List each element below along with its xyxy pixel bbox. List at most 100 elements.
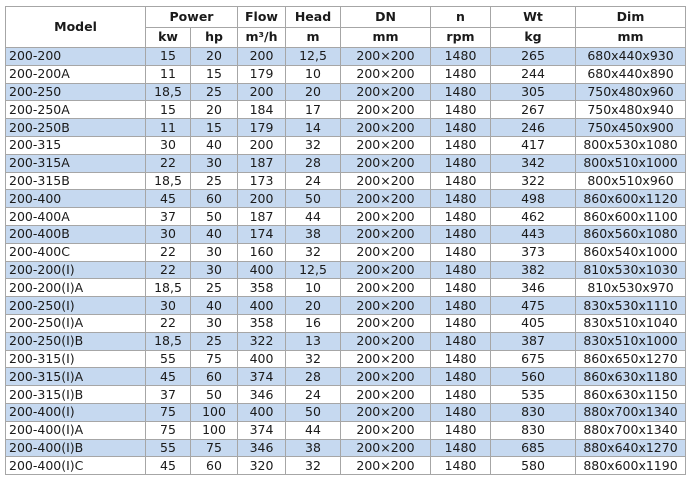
cell-hp: 60 <box>190 456 238 476</box>
cell-weight: 443 <box>490 224 576 244</box>
cell-flow: 200 <box>237 189 286 209</box>
cell-weight: 675 <box>490 349 576 369</box>
cell-rpm: 1480 <box>430 367 491 387</box>
cell-model: 200-400A <box>5 207 146 226</box>
cell-dim: 880x700x1340 <box>575 402 686 422</box>
cell-model: 200-315(I) <box>5 349 146 369</box>
header-row-units: kw hp m³/h m mm rpm kg mm <box>6 26 686 48</box>
cell-head: 38 <box>285 438 341 458</box>
header-dn: DN <box>340 6 431 28</box>
cell-model: 200-400(I) <box>5 402 146 422</box>
cell-flow: 160 <box>237 242 286 262</box>
cell-kw: 18,5 <box>145 331 191 351</box>
cell-head: 10 <box>285 278 341 298</box>
cell-kw: 18,5 <box>145 82 191 102</box>
cell-dn: 200×200 <box>340 224 431 244</box>
cell-dn: 200×200 <box>340 349 431 369</box>
cell-rpm: 1480 <box>430 171 491 191</box>
header-flow: Flow <box>237 6 286 28</box>
cell-kw: 22 <box>145 153 191 173</box>
cell-flow: 173 <box>237 171 286 191</box>
cell-dim: 880x700x1340 <box>575 420 686 440</box>
cell-weight: 560 <box>490 367 576 387</box>
cell-dim: 680x440x890 <box>575 64 686 84</box>
unit-head: m <box>285 26 341 48</box>
table-row: 200-400(I)C 45 60 320 32 200×200 1480 580 880x60… <box>5 456 686 476</box>
pump-spec-table: Model Power Flow Head DN n Wt Dim kw hp … <box>5 6 686 476</box>
cell-dim: 860x600x1100 <box>575 207 686 226</box>
header-power: Power <box>145 6 238 28</box>
cell-head: 20 <box>285 296 341 315</box>
header-n: n <box>430 6 491 28</box>
cell-weight: 462 <box>490 207 576 226</box>
cell-dn: 200×200 <box>340 118 431 137</box>
table-row: 200-315(I)A 45 60 374 28 200×200 1480 560 860x63… <box>5 367 686 387</box>
cell-head: 10 <box>285 64 341 84</box>
cell-model: 200-200 <box>5 47 146 66</box>
cell-flow: 320 <box>237 456 286 476</box>
cell-flow: 400 <box>237 296 286 315</box>
cell-flow: 346 <box>237 385 286 404</box>
unit-kw: kw <box>145 26 191 48</box>
unit-flow: m³/h <box>237 26 286 48</box>
table-row: 200-315(I)B 37 50 346 24 200×200 1480 535 860x63… <box>5 385 686 404</box>
table-row: 200-250(I)A 22 30 358 16 200×200 1480 405 830x51… <box>5 313 686 333</box>
cell-weight: 346 <box>490 278 576 298</box>
cell-weight: 373 <box>490 242 576 262</box>
cell-hp: 20 <box>190 100 238 120</box>
cell-rpm: 1480 <box>430 278 491 298</box>
cell-flow: 374 <box>237 420 286 440</box>
cell-model: 200-400(I)B <box>5 438 146 458</box>
table-row: 200-250B 11 15 179 14 200×200 1480 246 750x450x9… <box>5 118 686 137</box>
cell-weight: 322 <box>490 171 576 191</box>
cell-rpm: 1480 <box>430 349 491 369</box>
unit-rpm: rpm <box>430 26 491 48</box>
cell-dim: 800x510x1000 <box>575 153 686 173</box>
cell-dim: 800x530x1080 <box>575 135 686 155</box>
table-row: 200-315(I) 55 75 400 32 200×200 1480 675 860x650… <box>5 349 686 369</box>
cell-head: 32 <box>285 349 341 369</box>
cell-dn: 200×200 <box>340 313 431 333</box>
cell-model: 200-315A <box>5 153 146 173</box>
cell-rpm: 1480 <box>430 64 491 84</box>
cell-dn: 200×200 <box>340 100 431 120</box>
cell-dim: 860x600x1120 <box>575 189 686 209</box>
cell-head: 16 <box>285 313 341 333</box>
cell-weight: 265 <box>490 47 576 66</box>
cell-head: 20 <box>285 82 341 102</box>
table-row: 200-200 15 20 200 12,5 200×200 1480 265 680x440x… <box>5 47 686 66</box>
cell-flow: 358 <box>237 313 286 333</box>
cell-head: 24 <box>285 171 341 191</box>
cell-weight: 342 <box>490 153 576 173</box>
cell-flow: 200 <box>237 135 286 155</box>
cell-model: 200-200A <box>5 64 146 84</box>
cell-head: 32 <box>285 456 341 476</box>
cell-rpm: 1480 <box>430 242 491 262</box>
cell-dim: 830x510x1040 <box>575 313 686 333</box>
cell-flow: 187 <box>237 207 286 226</box>
cell-dim: 860x650x1270 <box>575 349 686 369</box>
header-head: Head <box>285 6 341 28</box>
cell-dn: 200×200 <box>340 64 431 84</box>
cell-model: 200-315(I)A <box>5 367 146 387</box>
cell-flow: 400 <box>237 260 286 280</box>
unit-kg: kg <box>490 26 576 48</box>
cell-head: 17 <box>285 100 341 120</box>
cell-dim: 860x630x1180 <box>575 367 686 387</box>
cell-flow: 184 <box>237 100 286 120</box>
table-row: 200-200A 11 15 179 10 200×200 1480 244 680x440x8… <box>5 64 686 84</box>
cell-dn: 200×200 <box>340 367 431 387</box>
cell-rpm: 1480 <box>430 82 491 102</box>
cell-model: 200-400B <box>5 224 146 244</box>
cell-weight: 405 <box>490 313 576 333</box>
cell-dim: 750x480x960 <box>575 82 686 102</box>
cell-hp: 100 <box>190 402 238 422</box>
cell-flow: 187 <box>237 153 286 173</box>
cell-head: 14 <box>285 118 341 137</box>
cell-kw: 22 <box>145 260 191 280</box>
table-row: 200-400B 30 40 174 38 200×200 1480 443 860x560x1… <box>5 224 686 244</box>
cell-dim: 830x530x1110 <box>575 296 686 315</box>
cell-dn: 200×200 <box>340 438 431 458</box>
cell-hp: 50 <box>190 385 238 404</box>
cell-head: 50 <box>285 402 341 422</box>
